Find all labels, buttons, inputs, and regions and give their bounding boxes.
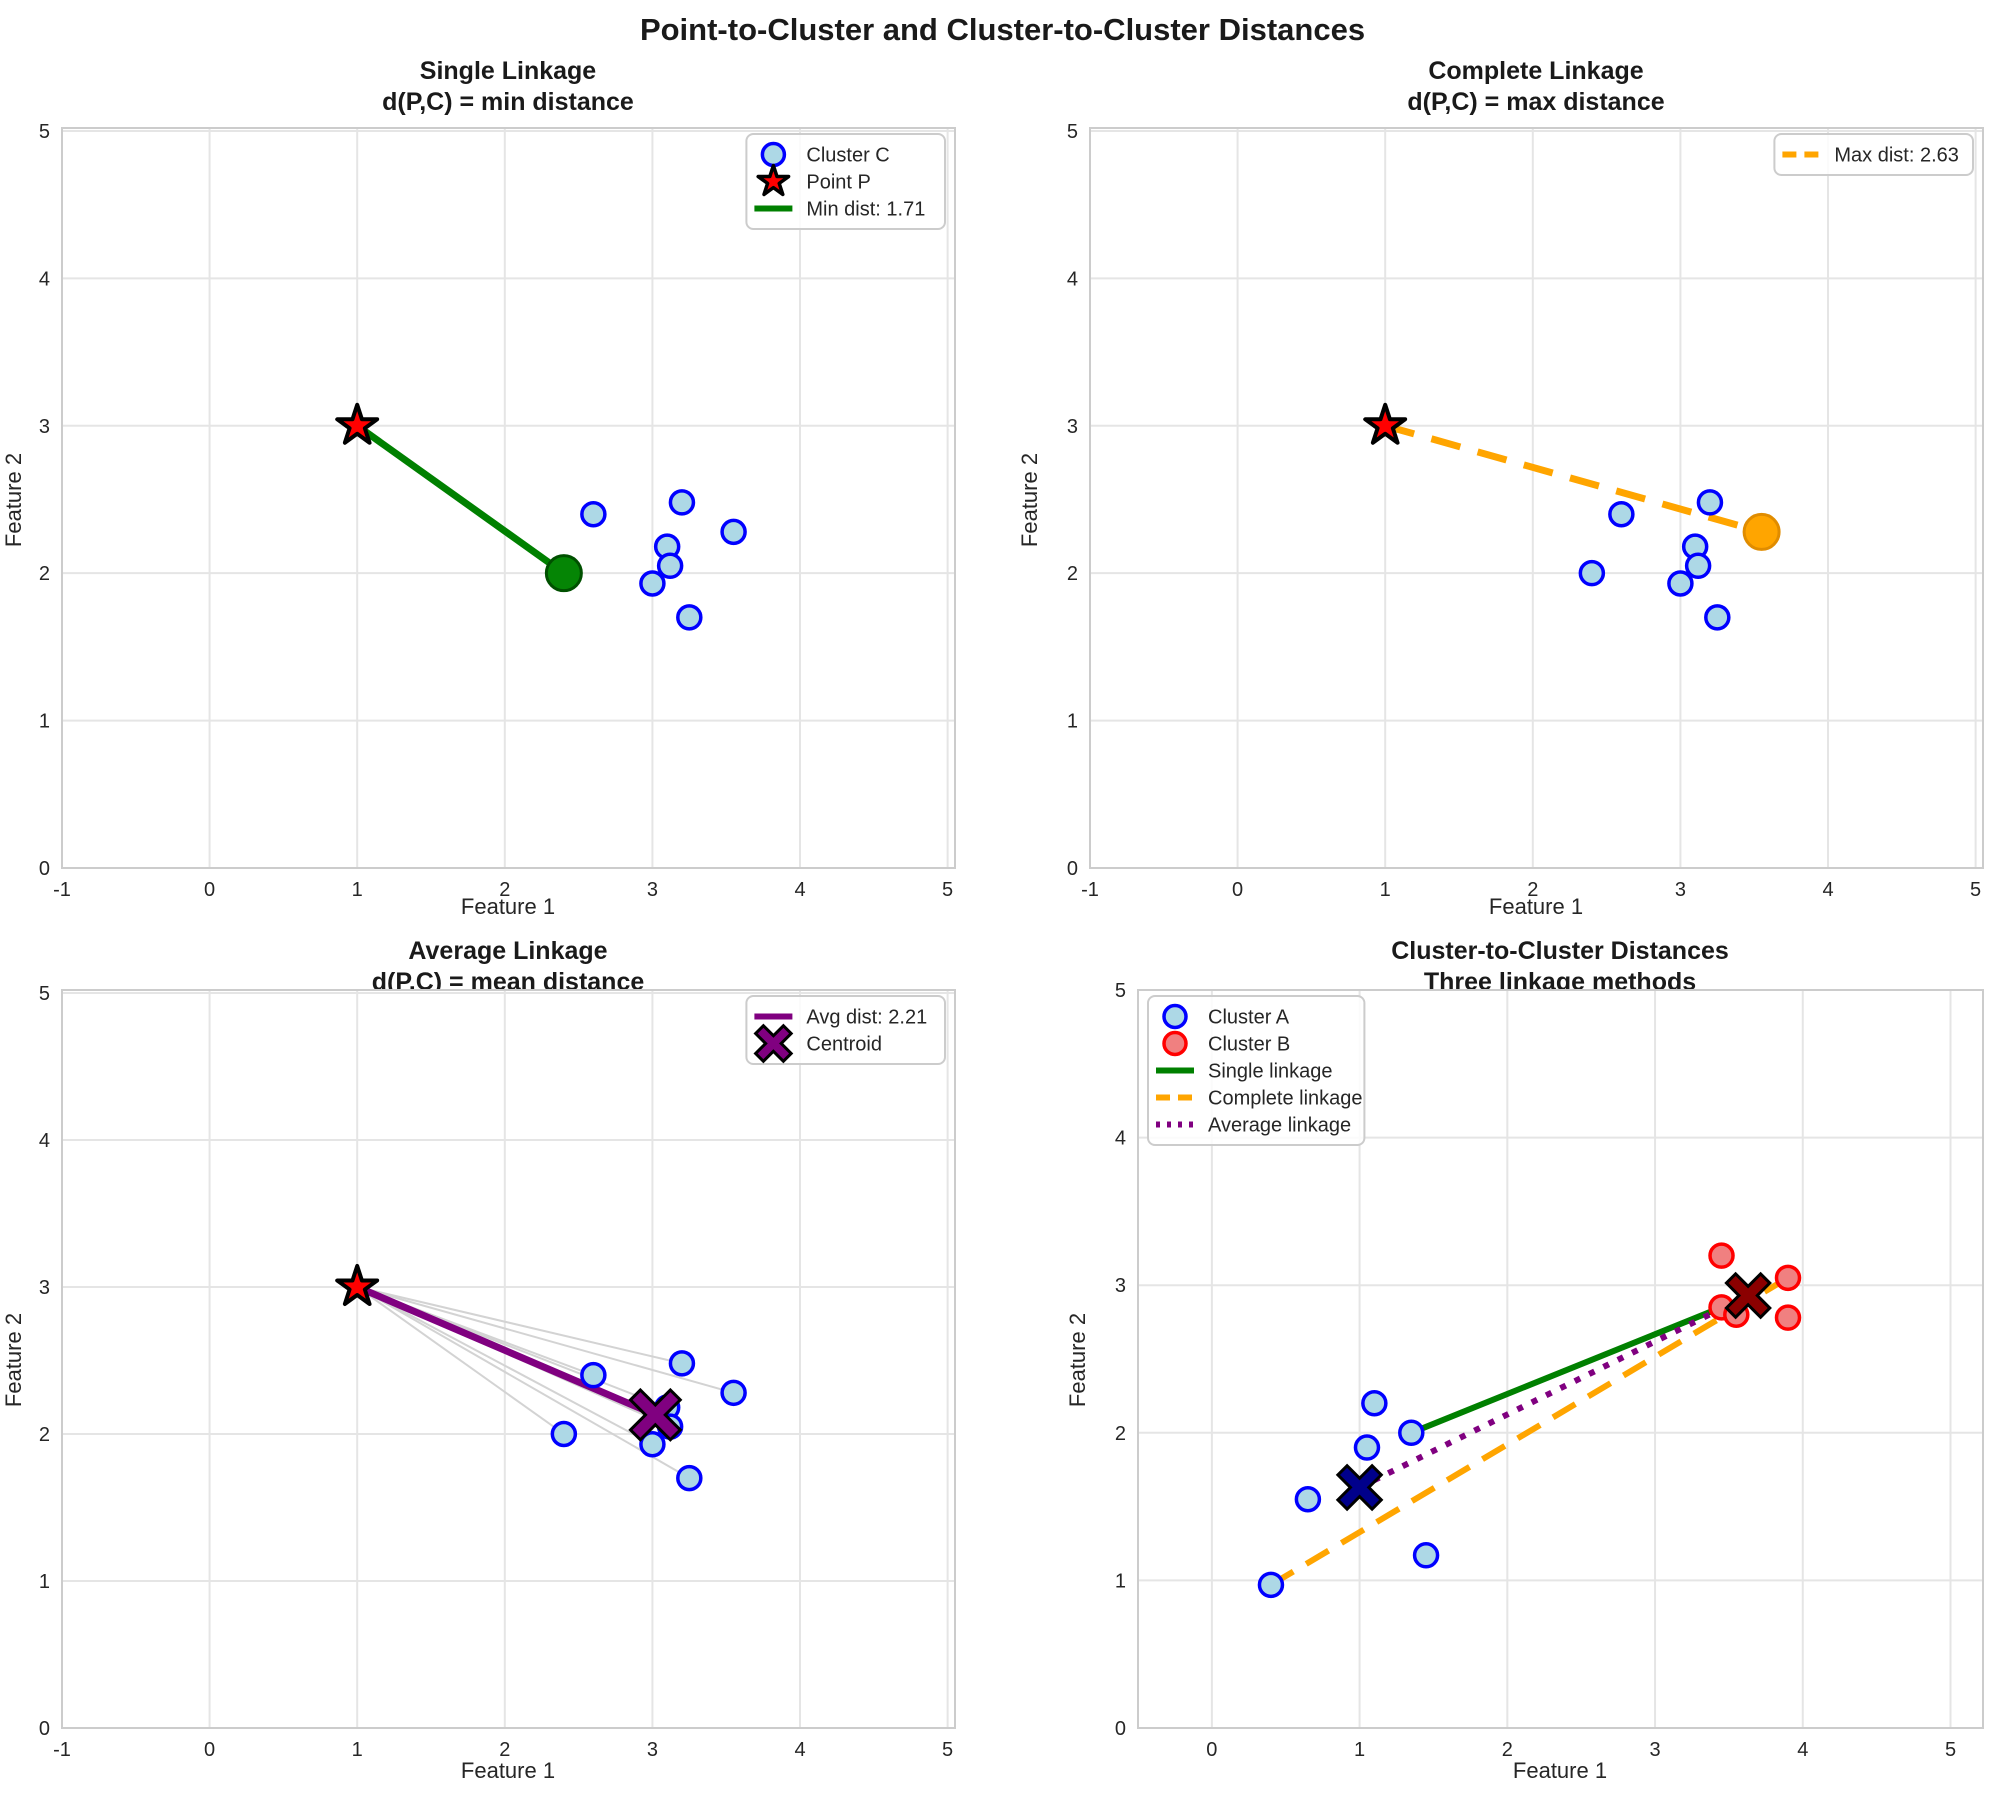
svg-text:2: 2 [1067,563,1078,585]
svg-text:1: 1 [1380,879,1391,901]
svg-text:2: 2 [499,879,510,901]
x-axis-label: Feature 1 [1512,1758,1608,1783]
svg-text:0: 0 [204,879,215,901]
svg-text:0: 0 [1232,879,1243,901]
svg-text:-1: -1 [53,1739,71,1761]
svg-text:1: 1 [352,1739,363,1761]
svg-text:5: 5 [942,879,953,901]
svg-text:4: 4 [39,1130,50,1152]
svg-text:2: 2 [1527,879,1538,901]
svg-text:-1: -1 [53,879,71,901]
svg-text:1: 1 [39,711,50,733]
svg-text:5: 5 [1067,121,1078,143]
svg-text:1: 1 [1067,711,1078,733]
svg-text:0: 0 [39,1718,50,1740]
panel-average-linkage-title: Average Linkage d(P,C) = mean distance [108,936,908,998]
panel-title-line2: d(P,C) = min distance [382,88,634,116]
svg-text:3: 3 [39,416,50,438]
svg-text:4: 4 [794,1739,805,1761]
svg-text:5: 5 [1970,879,1981,901]
svg-text:0: 0 [1067,858,1078,880]
svg-text:1: 1 [352,879,363,901]
panel-complete-linkage-title: Complete Linkage d(P,C) = max distance [1136,56,1936,118]
x-axis-label: Feature 1 [460,1758,556,1783]
y-axis-label: Feature 2 [1017,452,1042,548]
svg-text:Avg dist: 2.21: Avg dist: 2.21 [806,1007,927,1029]
panel-single-linkage-title: Single Linkage d(P,C) = min distance [108,56,908,118]
figure-title: Point-to-Cluster and Cluster-to-Cluster … [639,12,1366,47]
panel-title-line1: Single Linkage [419,57,597,85]
y-axis-label: Feature 2 [1065,1312,1090,1408]
svg-text:5: 5 [1115,980,1126,1002]
svg-text:5: 5 [39,983,50,1005]
svg-text:Cluster C: Cluster C [806,145,889,167]
svg-text:4: 4 [1822,879,1833,901]
svg-text:Cluster A: Cluster A [1208,1007,1290,1029]
svg-text:0: 0 [1115,1718,1126,1740]
svg-text:4: 4 [39,268,50,290]
svg-text:-1: -1 [1081,879,1099,901]
svg-text:Max dist: 2.63: Max dist: 2.63 [1834,145,1959,167]
svg-text:0: 0 [1206,1739,1217,1761]
cluster-distances-plot: 0 1 2 3 4 5 0 1 2 3 4 5 Cluster A Cluster B Single lin… [1115,980,1984,1761]
svg-text:2: 2 [1502,1739,1513,1761]
svg-text:3: 3 [1067,416,1078,438]
svg-text:3: 3 [647,879,658,901]
svg-text:4: 4 [1067,268,1078,290]
svg-text:1: 1 [39,1571,50,1593]
svg-text:5: 5 [39,121,50,143]
x-axis-label: Feature 1 [1488,894,1584,919]
svg-text:2: 2 [39,1424,50,1446]
svg-text:4: 4 [1797,1739,1808,1761]
svg-text:5: 5 [1945,1739,1956,1761]
panel-title-line1: Average Linkage [408,937,608,965]
y-axis-label: Feature 2 [1,452,26,548]
svg-text:Centroid: Centroid [806,1034,882,1056]
panel-title-line2: d(P,C) = max distance [1407,88,1665,116]
svg-text:1: 1 [1354,1739,1365,1761]
svg-text:3: 3 [1675,879,1686,901]
svg-text:Single linkage: Single linkage [1208,1061,1333,1083]
svg-text:Point P: Point P [806,172,870,194]
x-axis-label: Feature 1 [460,894,556,919]
svg-text:Complete linkage: Complete linkage [1208,1088,1363,1110]
svg-text:4: 4 [794,879,805,901]
svg-text:Min dist: 1.71: Min dist: 1.71 [806,199,925,221]
panel-title-line1: Cluster-to-Cluster Distances [1391,937,1729,965]
svg-text:0: 0 [204,1739,215,1761]
svg-text:5: 5 [942,1739,953,1761]
svg-text:Average linkage: Average linkage [1208,1115,1351,1137]
y-axis-label: Feature 2 [1,1312,26,1408]
svg-text:0: 0 [39,858,50,880]
svg-text:4: 4 [1115,1128,1126,1150]
panel-title-line1: Complete Linkage [1428,57,1644,85]
svg-text:3: 3 [1649,1739,1660,1761]
svg-text:3: 3 [39,1277,50,1299]
svg-text:2: 2 [499,1739,510,1761]
svg-text:3: 3 [647,1739,658,1761]
svg-text:1: 1 [1115,1570,1126,1592]
svg-text:3: 3 [1115,1275,1126,1297]
svg-text:Cluster B: Cluster B [1208,1034,1290,1056]
svg-text:2: 2 [39,563,50,585]
svg-text:2: 2 [1115,1423,1126,1445]
